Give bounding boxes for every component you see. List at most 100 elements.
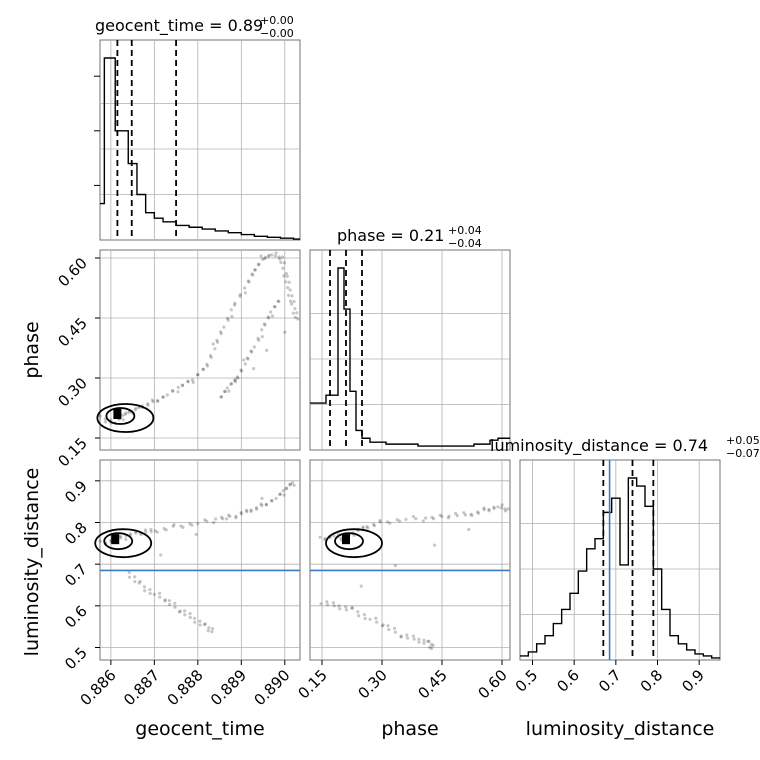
sample-point	[393, 630, 397, 634]
sample-point	[249, 349, 253, 353]
sample-point	[280, 255, 285, 259]
sample-point	[256, 262, 260, 266]
sample-point	[276, 299, 280, 303]
sample-point	[173, 605, 177, 609]
sample-point	[467, 527, 471, 532]
sample-point	[476, 511, 480, 515]
sample-point	[282, 493, 286, 497]
sample-point	[398, 519, 402, 523]
sample-point	[233, 301, 237, 305]
sample-point	[421, 519, 425, 523]
sample-point	[422, 638, 426, 642]
sample-point	[205, 362, 209, 366]
sample-point	[292, 483, 296, 487]
sample-point	[128, 532, 132, 536]
sample-point	[183, 613, 187, 617]
sample-point	[194, 532, 198, 537]
contour-mid	[105, 407, 136, 425]
sample-point	[198, 623, 202, 627]
sample-point	[164, 528, 168, 532]
sample-point	[243, 291, 248, 295]
sample-point	[281, 266, 285, 270]
sample-point	[190, 523, 194, 527]
sample-point	[446, 516, 450, 520]
sample-point	[245, 510, 249, 514]
sample-point	[212, 521, 216, 525]
title-luminosity-distance-plus: +0.05	[726, 434, 760, 447]
sample-point	[500, 503, 504, 507]
sample-point	[432, 517, 436, 521]
x-tick-label: 0.9	[678, 666, 708, 696]
sample-point	[368, 617, 372, 621]
title-phase: phase = 0.21	[337, 226, 444, 245]
sample-point	[234, 516, 238, 520]
sample-point	[256, 336, 260, 340]
sample-point	[230, 315, 234, 319]
sample-point	[123, 412, 127, 416]
sample-point	[196, 373, 200, 377]
sample-point	[251, 273, 255, 277]
y-tick-label: 0.15	[54, 434, 90, 470]
sample-point	[183, 609, 187, 613]
ylabel-luminosity-distance: luminosity_distance	[21, 468, 43, 657]
sample-point	[427, 639, 431, 643]
y-tick-label: 0.45	[54, 314, 90, 350]
sample-point	[318, 535, 322, 539]
sample-point	[273, 305, 277, 309]
sample-point	[226, 318, 230, 322]
sample-point	[163, 599, 167, 603]
sample-point	[288, 288, 292, 292]
sample-point	[292, 300, 296, 304]
sample-point	[362, 613, 366, 617]
sample-point	[246, 279, 250, 283]
sample-point	[386, 624, 390, 628]
sample-point	[178, 609, 182, 613]
sample-point	[239, 510, 243, 515]
sample-point	[260, 335, 264, 339]
sample-point	[286, 286, 290, 290]
sample-point	[239, 368, 243, 372]
sample-point	[411, 514, 415, 519]
sample-point	[267, 253, 271, 257]
sample-point	[250, 272, 254, 276]
sample-point	[424, 516, 428, 520]
sample-point	[186, 379, 190, 383]
sample-point	[133, 408, 137, 412]
sample-point	[273, 254, 278, 258]
title-luminosity-distance-minus: −0.07	[726, 447, 760, 460]
sample-point	[215, 338, 219, 342]
sample-point	[295, 311, 299, 315]
sample-point	[165, 393, 169, 397]
sample-point	[233, 303, 237, 307]
sample-point	[193, 620, 197, 624]
sample-point	[506, 507, 510, 511]
sample-point	[196, 373, 200, 377]
sample-point	[214, 517, 218, 521]
x-tick-label: 0.886	[77, 666, 120, 709]
sample-point	[249, 509, 253, 513]
sample-point	[270, 498, 274, 503]
x-tick-label: 0.8	[637, 666, 667, 696]
sample-point	[417, 640, 421, 644]
sample-point	[162, 526, 166, 531]
sample-point	[98, 539, 102, 543]
sample-point	[393, 626, 397, 631]
sample-point	[143, 589, 147, 593]
sample-point	[229, 382, 233, 386]
xlabel-geocent-time: geocent_time	[135, 718, 264, 740]
sample-point	[121, 418, 125, 422]
sample-point	[247, 280, 251, 284]
sample-point	[219, 332, 223, 336]
sample-point	[124, 537, 128, 541]
histogram-geocent-time	[100, 57, 300, 240]
sample-point	[487, 507, 491, 511]
sample-point	[288, 299, 293, 303]
sample-point	[278, 492, 282, 497]
density-peak	[342, 534, 350, 545]
contour-outer	[325, 528, 383, 559]
sample-point	[159, 553, 163, 557]
contour-outer	[96, 403, 155, 433]
sample-point	[181, 525, 185, 530]
x-tick-label: 0.45	[414, 666, 450, 702]
sample-point	[393, 564, 397, 568]
